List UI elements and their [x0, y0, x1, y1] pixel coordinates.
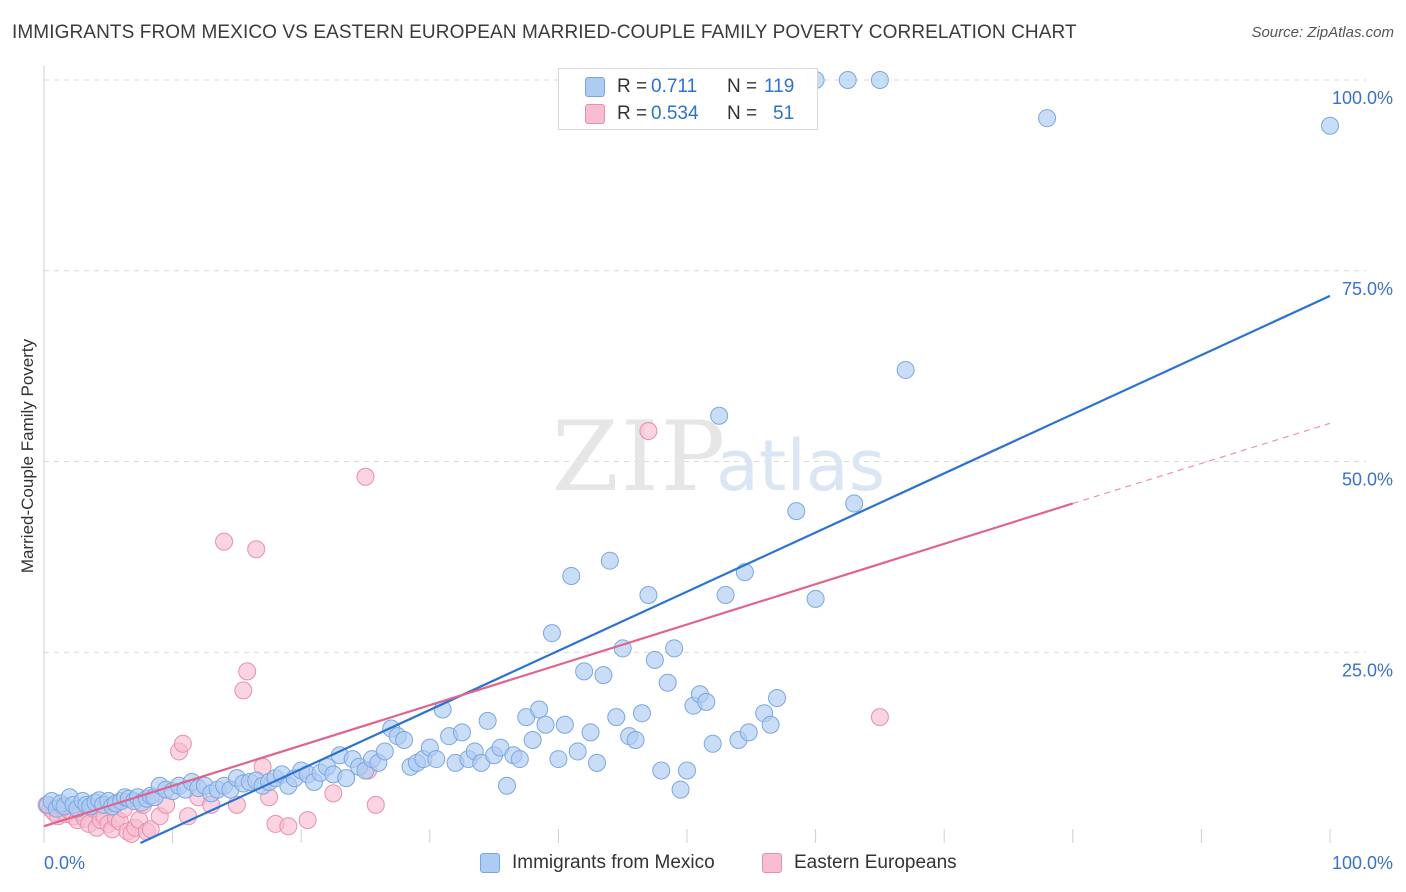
data-point	[395, 730, 414, 749]
stats-n-label: N =	[727, 103, 758, 124]
data-point	[542, 624, 561, 643]
data-point	[768, 689, 787, 708]
tick-labels: 25.0% 50.0% 75.0% 100.0% 0.0% 100.0%	[44, 88, 1393, 873]
stats-swatch-blue	[585, 77, 605, 97]
data-point	[870, 708, 889, 727]
data-point	[697, 692, 716, 711]
y-axis-label: Married-Couple Family Poverty	[18, 338, 37, 574]
data-point	[478, 711, 497, 730]
data-point	[787, 502, 806, 521]
trend-line	[139, 294, 1331, 844]
trend-lines	[43, 294, 1331, 844]
data-point	[806, 589, 825, 608]
data-point	[279, 817, 298, 836]
data-point	[356, 467, 375, 486]
stats-n-value-pink: 51	[773, 103, 795, 124]
stats-legend: R = 0.711 N = 119 R = 0.534 N = 51	[558, 68, 818, 130]
data-point	[645, 650, 664, 669]
data-point	[568, 742, 587, 761]
watermark: ZIP atlas	[552, 401, 885, 513]
data-point	[581, 723, 600, 742]
data-point	[678, 761, 696, 780]
watermark-atlas: atlas	[716, 425, 885, 507]
data-point	[234, 681, 253, 700]
y-tick-label: 25.0%	[1342, 660, 1393, 680]
data-point	[324, 784, 343, 803]
data-point	[298, 811, 317, 830]
data-point	[716, 586, 735, 605]
data-point	[1038, 109, 1057, 128]
data-point	[337, 769, 356, 788]
x-tick-label: 100.0%	[1332, 853, 1393, 873]
data-point	[366, 795, 385, 814]
data-point	[845, 494, 864, 513]
data-point	[575, 662, 594, 681]
legend-item-eastern-europeans[interactable]: Eastern Europeans	[762, 852, 957, 874]
data-point	[896, 360, 915, 379]
data-point	[562, 566, 581, 585]
data-point	[632, 704, 651, 723]
data-point	[452, 723, 471, 742]
data-point	[671, 780, 690, 799]
grid-lines	[44, 79, 1366, 653]
legend-label: Eastern Europeans	[794, 852, 957, 873]
x-tick-label: 0.0%	[44, 853, 85, 873]
data-point	[600, 551, 619, 570]
legend-swatch-pink	[762, 853, 782, 873]
source-label: Source: ZipAtlas.com	[1251, 24, 1394, 41]
stats-r-label: R =	[617, 103, 648, 124]
data-point	[639, 586, 658, 605]
data-point	[838, 71, 857, 89]
trend-line	[43, 502, 1074, 828]
data-point	[375, 742, 394, 761]
data-point	[427, 750, 446, 769]
data-point	[761, 715, 780, 734]
data-point	[497, 776, 516, 795]
stats-n-label: N =	[727, 76, 758, 97]
data-point	[1321, 116, 1339, 135]
stats-n-value-blue: 119	[764, 76, 795, 97]
stats-r-label: R =	[617, 76, 648, 97]
axes	[43, 66, 1331, 843]
stats-swatch-pink	[585, 104, 605, 124]
data-point	[549, 750, 568, 769]
series-immigrants-from-mexico	[38, 71, 1339, 818]
data-point	[639, 421, 658, 440]
y-tick-label: 50.0%	[1342, 470, 1393, 490]
data-point	[703, 734, 722, 753]
data-point	[555, 715, 574, 734]
data-point	[247, 540, 266, 559]
data-point	[587, 753, 606, 772]
data-point	[607, 708, 626, 727]
data-point	[594, 666, 613, 685]
y-tick-label: 75.0%	[1342, 279, 1393, 299]
legend: Immigrants from Mexico Eastern Europeans	[0, 852, 1406, 878]
stats-r-value-pink: 0.534	[651, 103, 699, 124]
data-point	[626, 730, 645, 749]
y-tick-label: 100.0%	[1332, 88, 1393, 108]
data-point	[658, 673, 677, 692]
watermark-zip: ZIP	[552, 401, 727, 513]
legend-swatch-blue	[480, 853, 500, 873]
data-point	[870, 71, 889, 89]
data-point	[238, 662, 257, 681]
legend-label: Immigrants from Mexico	[512, 852, 715, 873]
data-point	[665, 639, 684, 658]
data-point	[710, 406, 729, 425]
data-point	[215, 532, 234, 551]
data-point	[523, 730, 542, 749]
data-point	[510, 750, 529, 769]
data-point	[739, 723, 758, 742]
trend-line-extension	[1072, 422, 1331, 505]
chart-title: IMMIGRANTS FROM MEXICO VS EASTERN EUROPE…	[12, 22, 1077, 43]
data-point	[173, 734, 192, 753]
data-point	[652, 761, 671, 780]
stats-r-value-blue: 0.711	[651, 76, 698, 97]
legend-item-immigrants-from-mexico[interactable]: Immigrants from Mexico	[480, 852, 715, 874]
data-point	[536, 715, 555, 734]
data-point	[530, 700, 549, 719]
